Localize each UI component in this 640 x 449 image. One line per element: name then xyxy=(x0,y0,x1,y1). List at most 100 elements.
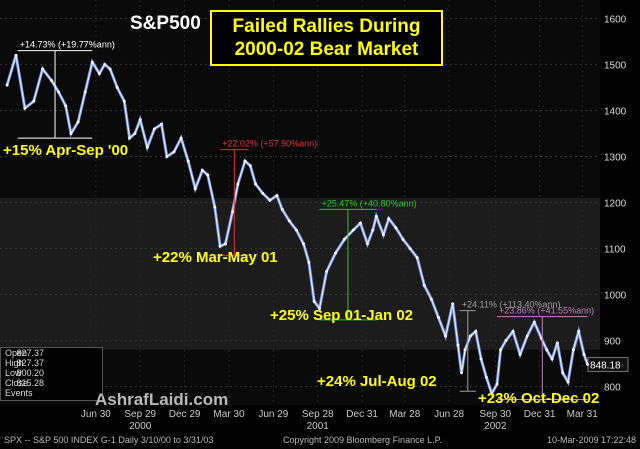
price-point xyxy=(518,352,522,356)
price-point xyxy=(437,316,440,319)
x-tick-label: Sep 30 xyxy=(479,409,511,420)
x-tick-label: Mar 28 xyxy=(389,409,421,420)
price-point xyxy=(57,90,60,94)
price-point xyxy=(23,106,27,110)
price-point xyxy=(50,79,53,82)
price-line xyxy=(6,55,589,395)
price-point xyxy=(444,334,447,338)
price-point xyxy=(325,270,329,273)
watermark-text: AshrafLaidi.com xyxy=(95,390,229,409)
chart-title-line-2: 2000-02 Bear Market xyxy=(234,39,419,60)
price-point xyxy=(571,348,575,352)
price-point xyxy=(193,187,197,191)
price-point xyxy=(165,155,169,158)
ohlc-row-low: Low 800.20 xyxy=(5,368,44,378)
x-tick-label: Sep 28 xyxy=(302,409,334,420)
price-point xyxy=(342,237,346,241)
price-point xyxy=(108,67,112,71)
price-point xyxy=(555,341,559,345)
price-point xyxy=(179,136,183,140)
price-point xyxy=(499,348,502,352)
price-point xyxy=(5,83,9,87)
x-tick-label: Mar 30 xyxy=(213,409,245,420)
ohlc-row-close: Close 815.28 xyxy=(5,378,44,388)
year-label: 2002 xyxy=(484,421,507,432)
rally-pct-label: +25.47% (+40.80%ann) xyxy=(322,198,417,208)
chart-title-box: Failed Rallies During 2000-02 Bear Marke… xyxy=(210,10,443,66)
rally-label-2002-summer: +24% Jul-Aug 02 xyxy=(317,373,437,390)
price-point xyxy=(295,228,298,232)
price-point xyxy=(582,352,586,356)
price-point xyxy=(186,159,190,163)
rally-pct-label: +24.11% (+113.40%ann) xyxy=(462,300,561,310)
price-point xyxy=(451,302,455,306)
price-point xyxy=(138,118,142,122)
price-point xyxy=(243,159,247,163)
last-value-label: 848.18 xyxy=(590,360,621,371)
price-point xyxy=(172,150,176,154)
x-tick-label: Jun 29 xyxy=(258,409,288,420)
price-point xyxy=(302,242,305,246)
footer-timestamp: 10-Mar-2009 17:22:48 xyxy=(546,435,636,445)
price-point xyxy=(394,226,398,230)
price-point xyxy=(69,132,73,135)
price-point xyxy=(358,221,362,225)
price-point xyxy=(318,306,321,310)
price-point xyxy=(561,371,565,375)
price-point xyxy=(115,86,119,89)
footer-bar: SPX -- S&P 500 INDEX G-1 Daily 3/10/00 t… xyxy=(0,431,640,449)
price-point xyxy=(374,214,378,218)
price-point xyxy=(456,343,460,347)
y-tick-label: 1200 xyxy=(604,199,627,210)
ohlc-row-open: Open 827.37 xyxy=(5,348,44,358)
year-label: 2001 xyxy=(307,421,330,432)
rally-label-2001-spring: +22% Mar-May 01 xyxy=(153,249,278,266)
price-point xyxy=(545,348,549,352)
price-point xyxy=(334,251,337,255)
price-point xyxy=(287,219,291,223)
price-point xyxy=(351,228,355,232)
x-tick-label: Mar 31 xyxy=(567,409,599,420)
price-point xyxy=(254,182,258,186)
x-tick-label: Dec 29 xyxy=(169,409,201,420)
price-point xyxy=(200,168,204,172)
price-point xyxy=(511,329,515,333)
price-point xyxy=(366,242,369,246)
price-point xyxy=(474,329,478,333)
price-point xyxy=(577,329,581,333)
price-point xyxy=(145,145,149,149)
price-point xyxy=(268,198,272,202)
price-point xyxy=(122,99,126,103)
price-point xyxy=(382,233,385,237)
price-point xyxy=(307,260,311,264)
price-point xyxy=(415,256,419,260)
price-point xyxy=(504,339,508,342)
price-point xyxy=(371,228,375,232)
price-point xyxy=(14,53,18,57)
y-tick-label: 900 xyxy=(604,337,621,348)
price-point xyxy=(469,334,472,338)
price-point xyxy=(312,300,316,303)
price-point xyxy=(280,208,284,211)
index-name: S&P500 xyxy=(130,13,201,34)
axis-background xyxy=(600,0,640,405)
price-point xyxy=(206,173,210,177)
price-point xyxy=(236,182,240,186)
price-point xyxy=(90,60,94,64)
rally-pct-label: +14.73% (+19.77%ann) xyxy=(20,40,115,50)
price-point xyxy=(224,242,227,246)
y-tick-label: 800 xyxy=(604,383,621,394)
price-point xyxy=(103,63,107,66)
price-point xyxy=(566,380,570,384)
price-point xyxy=(586,363,589,366)
price-point xyxy=(429,297,433,301)
price-point xyxy=(231,210,234,214)
ohlc-row-high: High 827.37 xyxy=(5,358,44,368)
rally-label-2001-fall: +25% Sep 01-Jan 02 xyxy=(270,307,414,324)
rally-pct-label: +23.86% (+41.55%ann) xyxy=(499,306,594,316)
x-tick-label: Dec 31 xyxy=(346,409,378,420)
y-tick-label: 1600 xyxy=(604,14,627,25)
rally-label-2002-fall: +23% Oct-Dec 02 xyxy=(478,390,600,407)
